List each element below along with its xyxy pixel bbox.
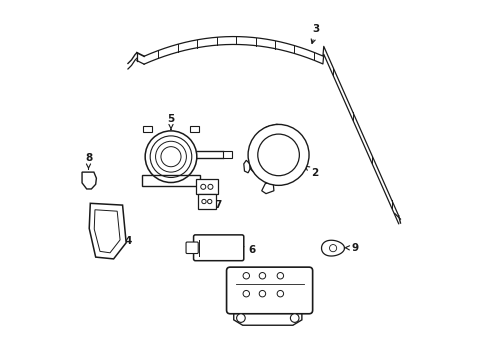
Circle shape [259,273,265,279]
FancyBboxPatch shape [185,242,198,253]
Circle shape [201,184,205,189]
Text: 7: 7 [207,198,221,210]
Polygon shape [321,240,344,256]
Circle shape [247,125,308,185]
Text: 1: 1 [296,292,309,302]
Bar [198,194,215,209]
Circle shape [243,273,249,279]
Bar [143,126,152,132]
Circle shape [207,184,212,189]
Text: 8: 8 [85,153,92,169]
Circle shape [202,199,206,204]
Text: 6: 6 [239,245,255,255]
Text: 4: 4 [116,236,131,246]
Text: 9: 9 [345,243,358,253]
Polygon shape [244,160,249,173]
Polygon shape [89,203,126,259]
FancyBboxPatch shape [226,267,312,314]
Polygon shape [261,183,273,194]
Text: 5: 5 [167,114,174,130]
Text: 2: 2 [305,166,317,178]
Circle shape [243,291,249,297]
Polygon shape [249,125,304,183]
Polygon shape [82,172,96,189]
Circle shape [207,199,211,204]
Circle shape [277,291,283,297]
Bar [190,126,198,132]
Polygon shape [233,310,301,325]
Polygon shape [94,210,120,253]
Circle shape [257,134,299,176]
Circle shape [277,273,283,279]
Text: 3: 3 [310,24,319,44]
FancyBboxPatch shape [193,235,244,261]
Bar [142,175,199,186]
Circle shape [290,314,298,322]
Circle shape [259,291,265,297]
Bar [196,179,217,194]
Bar [223,151,231,158]
Circle shape [329,244,336,252]
Circle shape [236,314,244,322]
